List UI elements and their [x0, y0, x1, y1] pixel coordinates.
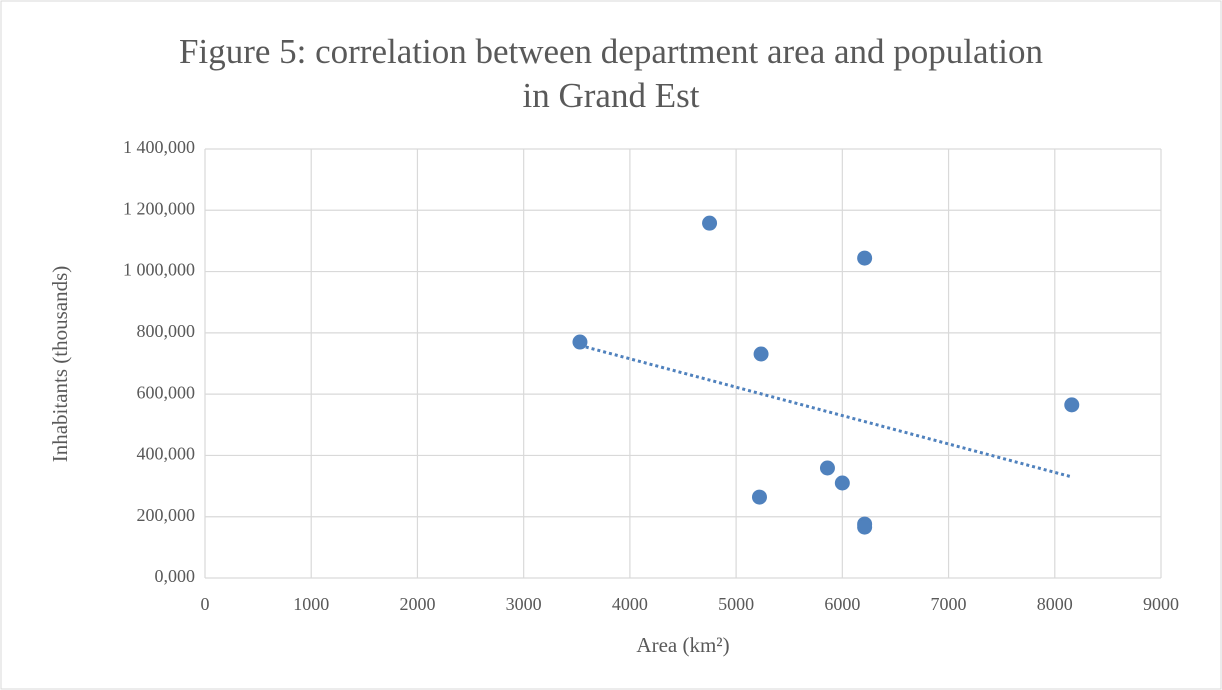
- y-tick-label: 1 400,000: [123, 137, 195, 157]
- x-tick-label: 8000: [1037, 594, 1073, 614]
- x-tick-label: 9000: [1143, 594, 1179, 614]
- point: [572, 334, 588, 350]
- x-tick-label: 7000: [931, 594, 967, 614]
- point: [834, 475, 850, 491]
- x-tick-label: 0: [201, 594, 210, 614]
- y-tick-label: 1 000,000: [123, 260, 195, 280]
- y-tick-label: 200,000: [137, 505, 196, 525]
- x-tick-label: 6000: [824, 594, 860, 614]
- point: [857, 250, 873, 266]
- point: [1064, 397, 1080, 413]
- x-tick-label: 5000: [718, 594, 754, 614]
- y-tick-label: 800,000: [137, 321, 196, 341]
- y-tick-label: 600,000: [137, 382, 196, 402]
- y-axis-label: Inhabitants (thousands): [48, 266, 72, 463]
- x-tick-label: 2000: [399, 594, 435, 614]
- chart-title: Figure 5: correlation between department…: [179, 32, 1043, 115]
- x-axis-label: Area (km²): [636, 633, 729, 657]
- trendline: [579, 343, 1073, 479]
- point: [857, 519, 873, 535]
- x-tick-label: 4000: [612, 594, 648, 614]
- y-tick-label: 400,000: [137, 444, 196, 464]
- point: [819, 460, 835, 476]
- y-tick-label: 0,000: [155, 566, 196, 586]
- y-tick-label: 1 200,000: [123, 198, 195, 218]
- x-tick-label: 1000: [293, 594, 329, 614]
- x-tick-label: 3000: [506, 594, 542, 614]
- point: [702, 215, 718, 231]
- point: [753, 346, 769, 362]
- point: [751, 489, 767, 505]
